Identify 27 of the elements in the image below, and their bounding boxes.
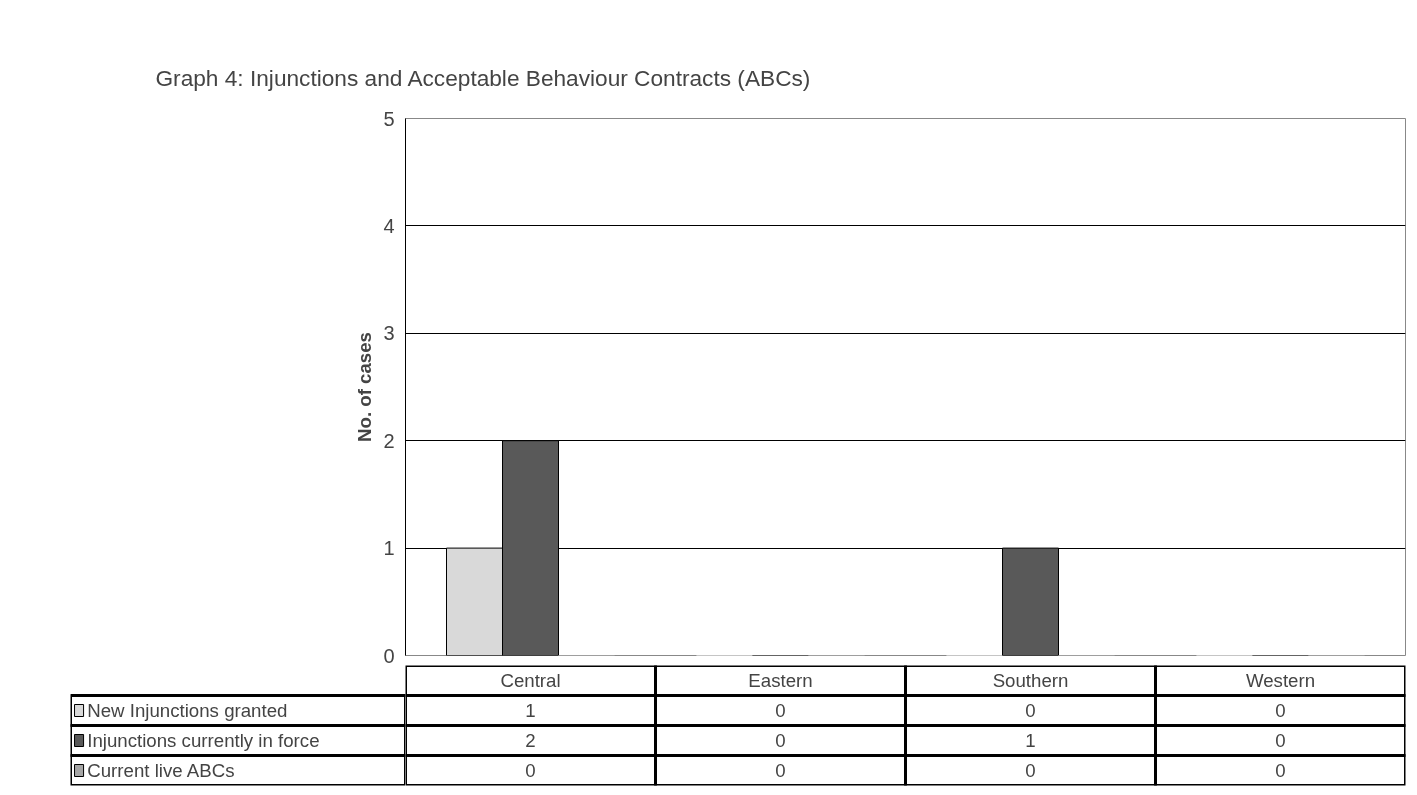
- data-label: 1: [525, 700, 536, 721]
- data-label: 0: [1025, 700, 1036, 721]
- data-label: 2: [525, 730, 536, 751]
- x-tick-label: Eastern: [748, 670, 813, 691]
- y-tick-label: 1: [383, 537, 395, 560]
- y-tick-label: 3: [383, 322, 395, 345]
- legend-label: New Injunctions granted: [87, 700, 288, 721]
- legend-label: Injunctions currently in force: [87, 730, 320, 751]
- y-tick-label: 2: [383, 429, 395, 452]
- chart-title: Graph 4: Injunctions and Acceptable Behaviour Contracts (ABCs): [155, 65, 811, 91]
- data-label: 0: [775, 700, 786, 721]
- y-tick-label: 4: [383, 214, 395, 237]
- data-label: 1: [1025, 730, 1036, 751]
- x-tick-label: Central: [500, 670, 561, 691]
- y-axis-title: No. of cases: [354, 332, 376, 442]
- y-tick-label: 0: [383, 644, 395, 667]
- x-tick-label: Southern: [992, 670, 1069, 691]
- data-label: 0: [1275, 730, 1286, 751]
- data-label: 0: [525, 760, 536, 781]
- data-label: 0: [1025, 760, 1036, 781]
- data-label: 0: [775, 760, 786, 781]
- data-label: 0: [1275, 700, 1286, 721]
- y-tick-label: 5: [383, 107, 395, 130]
- legend-label: Current live ABCs: [87, 760, 235, 781]
- x-tick-label: Western: [1245, 670, 1316, 691]
- data-label: 0: [775, 730, 786, 751]
- data-label: 0: [1275, 760, 1286, 781]
